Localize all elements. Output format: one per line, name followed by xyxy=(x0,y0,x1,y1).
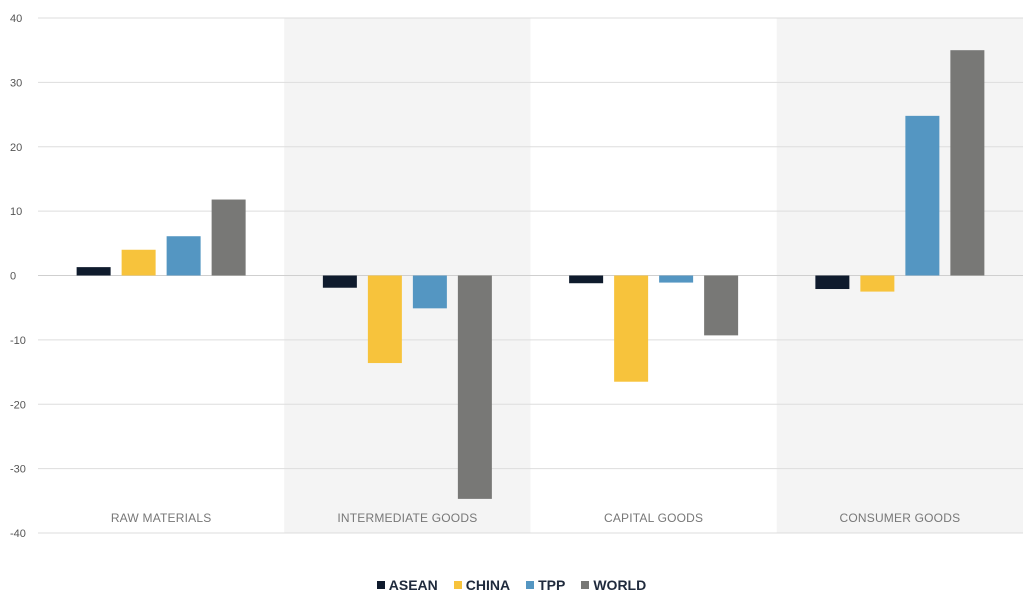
legend-label: CHINA xyxy=(465,577,511,593)
category-label: CAPITAL GOODS xyxy=(604,511,703,525)
y-tick-label: 40 xyxy=(10,13,22,25)
bar-world xyxy=(704,275,739,336)
y-tick-label: 20 xyxy=(10,142,22,154)
bar-world xyxy=(950,50,985,276)
legend-swatch xyxy=(581,581,590,589)
legend-label: TPP xyxy=(538,577,566,593)
bar-china xyxy=(860,275,895,292)
legend-label: ASEAN xyxy=(388,577,438,593)
bar-asean xyxy=(76,267,111,276)
y-tick-label: -20 xyxy=(10,399,26,411)
legend-swatch xyxy=(376,581,385,589)
category-label: RAW MATERIALS xyxy=(111,511,212,525)
legend-item-asean: ASEAN xyxy=(376,577,438,593)
legend-swatch xyxy=(453,581,462,589)
y-tick-label: -10 xyxy=(10,335,26,347)
bar-asean xyxy=(569,275,604,284)
bar-world xyxy=(211,199,246,276)
bar-china xyxy=(614,275,649,382)
bar-china xyxy=(367,275,402,364)
bar-world xyxy=(457,275,492,499)
legend-item-china: CHINA xyxy=(453,577,511,593)
legend-swatch xyxy=(526,581,535,589)
y-tick-label: -40 xyxy=(10,528,26,540)
legend-item-world: WORLD xyxy=(581,577,646,593)
bar-tpp xyxy=(905,115,940,276)
legend: ASEAN CHINA TPP WORLD xyxy=(0,576,1023,593)
y-tick-label: -30 xyxy=(10,464,26,476)
y-tick-label: 10 xyxy=(10,206,22,218)
bar-chart: 40 30 20 10 0 -10 -20 -30 -40 RAW MATERIALS INTER… xyxy=(10,13,1023,540)
category-label: INTERMEDIATE GOODS xyxy=(337,511,477,525)
bars xyxy=(76,50,985,499)
bar-tpp xyxy=(412,275,447,309)
y-tick-label: 30 xyxy=(10,77,22,89)
y-tick-label: 0 xyxy=(10,271,16,283)
gridlines xyxy=(38,17,1023,534)
bar-tpp xyxy=(166,236,201,276)
bar-asean xyxy=(815,275,850,290)
legend-item-tpp: TPP xyxy=(526,577,565,593)
bar-china xyxy=(121,249,156,276)
legend-label: WORLD xyxy=(593,577,647,593)
bar-tpp xyxy=(659,275,694,283)
y-axis-ticks: 40 30 20 10 0 -10 -20 -30 -40 xyxy=(10,13,26,540)
bar-asean xyxy=(322,275,357,288)
category-labels: RAW MATERIALS INTERMEDIATE GOODS CAPITAL G… xyxy=(111,511,960,525)
category-label: CONSUMER GOODS xyxy=(839,511,960,525)
